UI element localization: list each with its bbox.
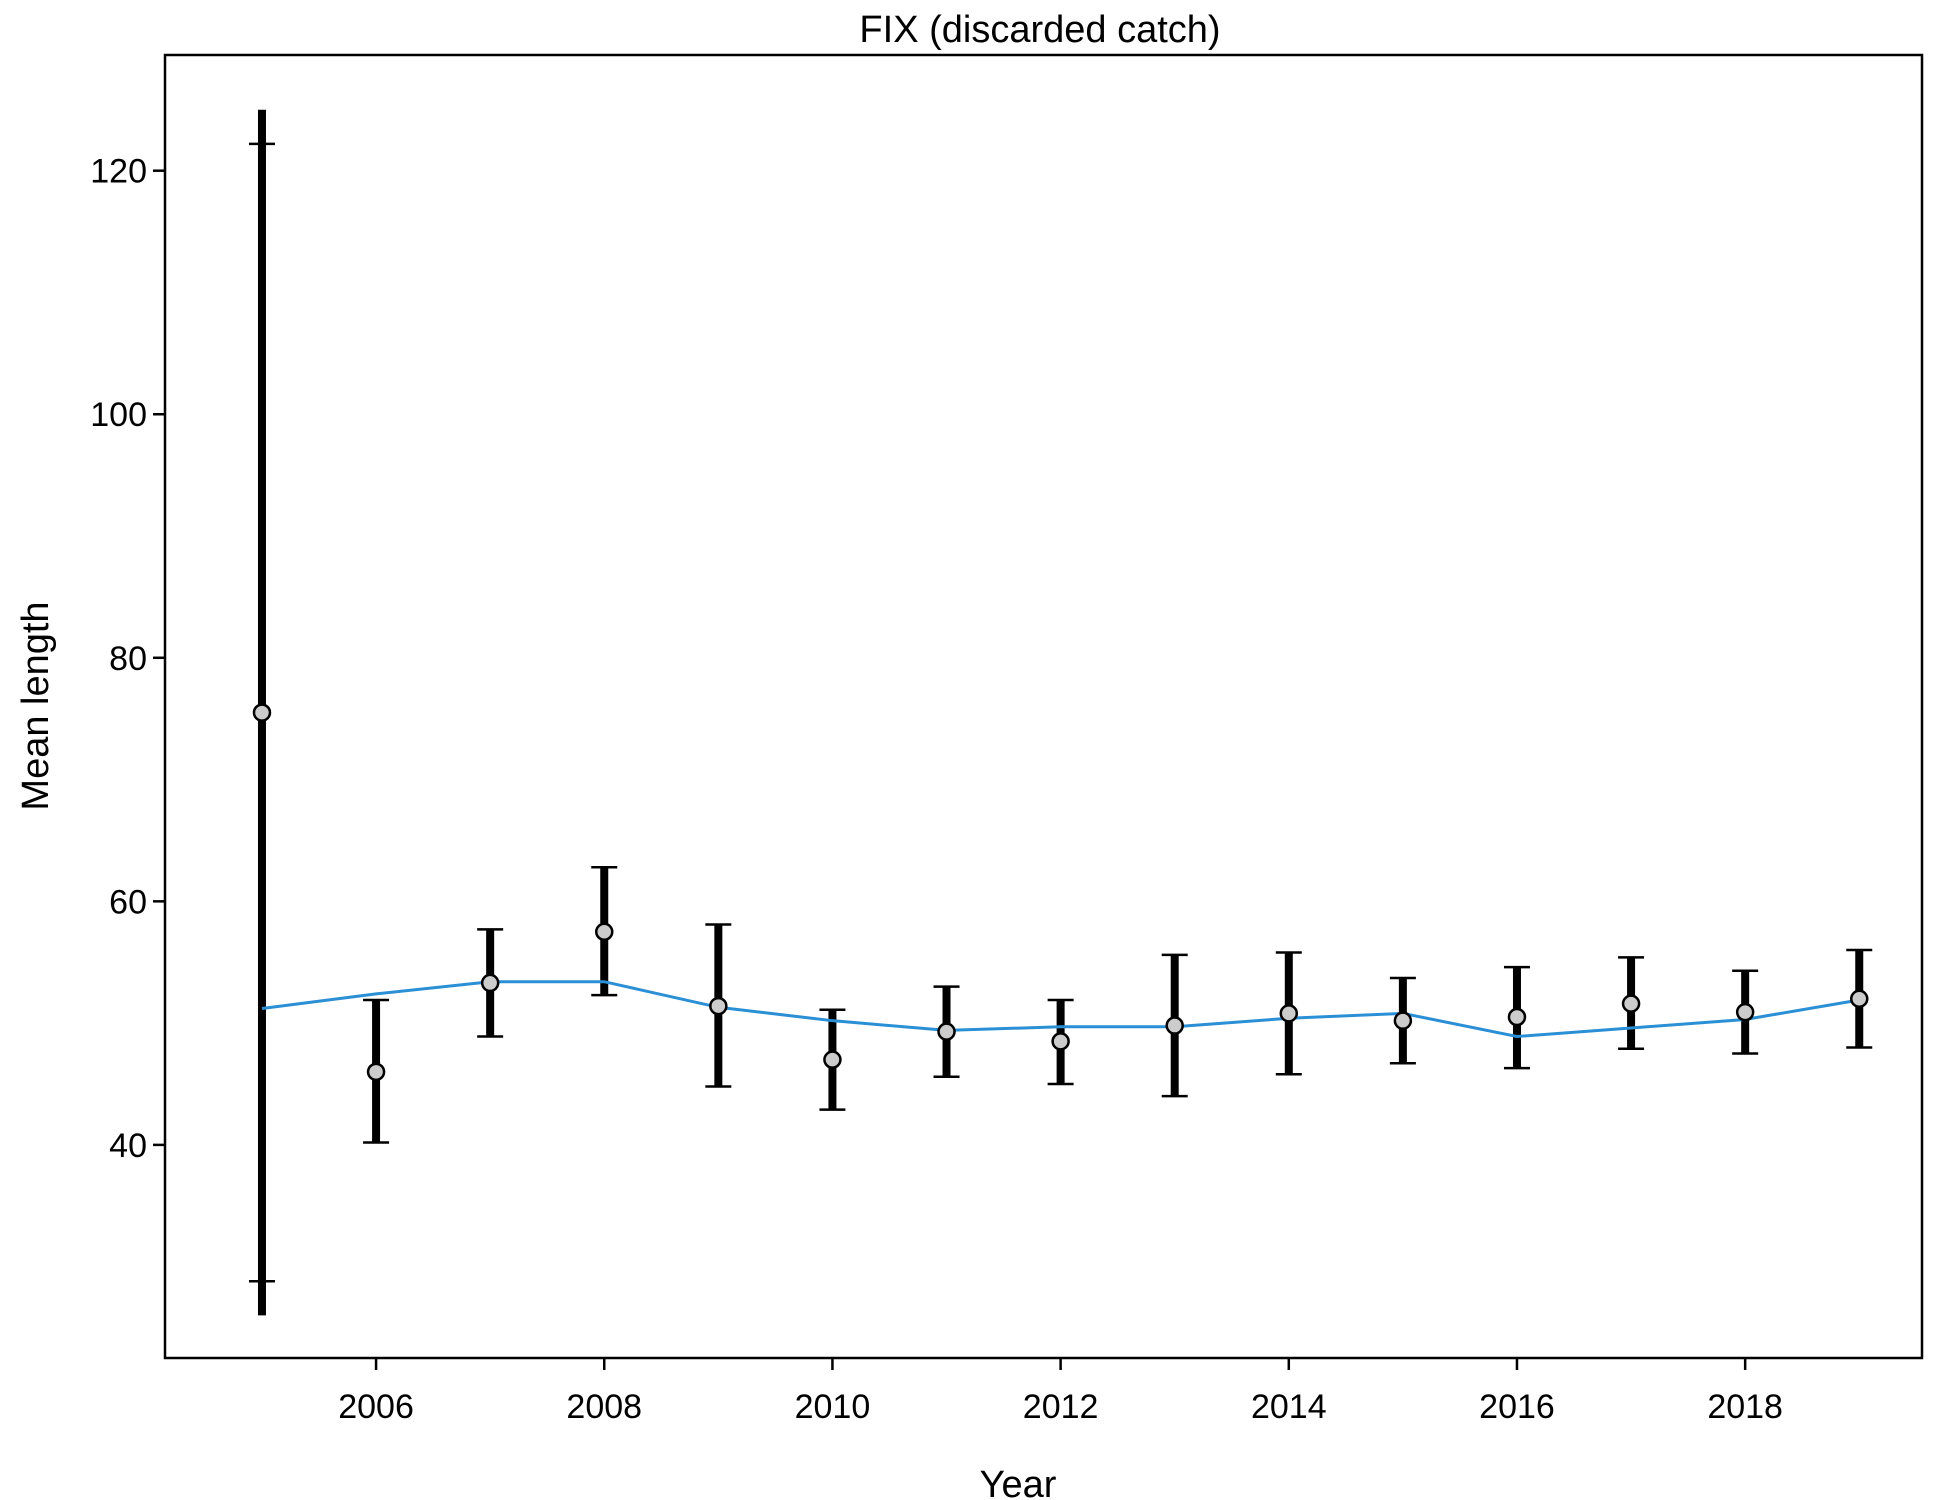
data-point <box>1051 1032 1070 1051</box>
y-tick-label: 120 <box>90 153 147 191</box>
data-point <box>823 1050 842 1069</box>
data-point <box>1279 1004 1299 1023</box>
observed-points <box>252 703 1869 1082</box>
y-tick-label: 40 <box>109 1127 147 1165</box>
data-point <box>1507 1007 1527 1027</box>
data-point <box>1165 1016 1184 1035</box>
data-point <box>595 922 614 942</box>
data-point <box>1850 989 1869 1009</box>
data-point <box>366 1062 386 1082</box>
x-tick-label: 2010 <box>795 1388 871 1426</box>
x-tick-label: 2014 <box>1251 1388 1327 1426</box>
expected-line-layer <box>261 980 1860 1039</box>
data-point <box>709 996 728 1016</box>
x-axis: 2006 2008 2010 2012 2014 2016 2018 <box>338 1358 1783 1426</box>
chart-title: FIX (discarded catch) <box>859 9 1220 51</box>
data-point <box>1393 1011 1413 1030</box>
x-tick-label: 2006 <box>338 1388 414 1426</box>
x-tick-label: 2016 <box>1479 1388 1555 1426</box>
x-tick-label: 2012 <box>1023 1388 1099 1426</box>
x-axis-title: Year <box>980 1464 1057 1500</box>
x-tick-label: 2018 <box>1707 1388 1783 1426</box>
y-tick-label: 100 <box>90 396 147 434</box>
data-point <box>480 973 500 993</box>
data-point <box>1735 1002 1755 1022</box>
error-bars <box>248 109 1873 1316</box>
expected-line <box>261 980 1860 1039</box>
data-point <box>1621 994 1641 1013</box>
y-axis: 40 60 80 100 120 <box>90 153 165 1165</box>
x-tick-label: 2008 <box>566 1388 642 1426</box>
data-point <box>252 703 272 722</box>
plot-frame <box>163 53 1924 1360</box>
y-tick-label: 60 <box>109 883 147 921</box>
data-point <box>937 1022 956 1041</box>
y-tick-label: 80 <box>109 640 147 678</box>
y-axis-title: Mean length <box>15 601 57 810</box>
